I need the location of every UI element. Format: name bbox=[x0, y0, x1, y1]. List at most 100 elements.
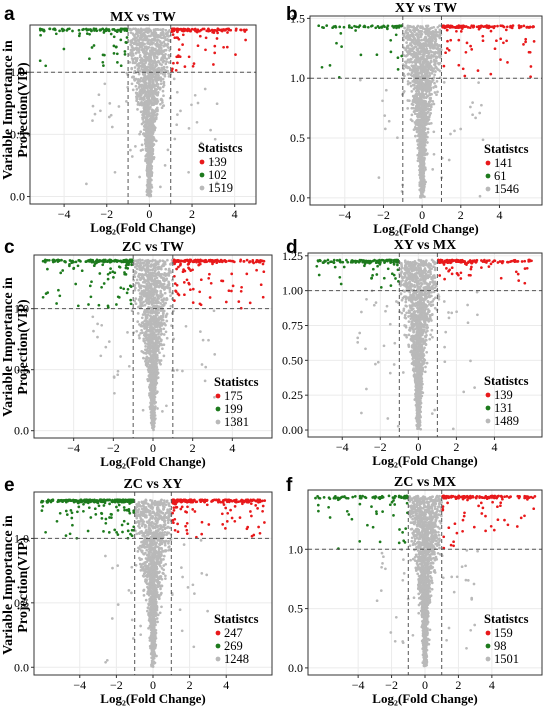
point-ns bbox=[160, 67, 164, 70]
point-up bbox=[493, 47, 497, 51]
point-ns bbox=[167, 56, 171, 60]
point-ns bbox=[162, 40, 166, 44]
point-up bbox=[208, 272, 211, 276]
point-ns bbox=[156, 72, 160, 76]
point-down bbox=[335, 41, 338, 45]
point-ns bbox=[164, 52, 167, 56]
point-down bbox=[112, 44, 116, 48]
point-ns bbox=[108, 102, 112, 105]
point-ns bbox=[418, 144, 422, 148]
point-ns bbox=[199, 330, 202, 333]
point-ns bbox=[167, 280, 170, 284]
point-ns bbox=[165, 65, 169, 69]
legend-marker-up bbox=[485, 160, 491, 166]
point-ns bbox=[147, 187, 150, 191]
point-ns bbox=[135, 329, 139, 333]
point-ns bbox=[434, 57, 438, 60]
point-ns bbox=[181, 369, 184, 373]
point-ns bbox=[160, 332, 164, 336]
point-down bbox=[391, 24, 394, 28]
point-ns bbox=[150, 126, 154, 130]
point-ns bbox=[149, 117, 153, 121]
y-tick-label: 0.0 bbox=[290, 191, 305, 205]
point-ns bbox=[200, 363, 204, 366]
point-ns bbox=[146, 98, 150, 102]
point-up bbox=[495, 39, 498, 43]
point-up bbox=[212, 31, 216, 34]
point-ns bbox=[162, 94, 165, 98]
point-ns bbox=[414, 68, 418, 71]
point-ns bbox=[136, 101, 140, 104]
point-ns bbox=[143, 294, 147, 298]
point-ns bbox=[431, 30, 435, 33]
point-ns bbox=[428, 103, 432, 107]
point-ns bbox=[156, 349, 160, 352]
point-up bbox=[240, 28, 243, 32]
point-ns bbox=[150, 145, 154, 149]
point-ns bbox=[133, 77, 136, 81]
point-ns bbox=[213, 137, 217, 141]
point-ns bbox=[150, 132, 154, 136]
point-ns bbox=[160, 298, 164, 302]
point-ns bbox=[428, 92, 432, 96]
point-ns bbox=[404, 61, 408, 65]
point-ns bbox=[152, 343, 156, 346]
point-ns bbox=[435, 44, 439, 47]
point-ns bbox=[142, 285, 145, 288]
point-ns bbox=[159, 58, 163, 62]
point-down bbox=[389, 38, 393, 42]
point-ns bbox=[155, 391, 159, 395]
point-ns bbox=[139, 130, 143, 134]
point-ns bbox=[159, 338, 163, 342]
point-ns bbox=[166, 286, 169, 290]
point-ns bbox=[422, 126, 426, 130]
point-ns bbox=[138, 29, 142, 33]
point-ns bbox=[162, 104, 166, 107]
point-up bbox=[461, 67, 465, 71]
point-ns bbox=[155, 63, 159, 67]
point-up bbox=[524, 40, 527, 44]
point-ns bbox=[158, 361, 161, 365]
point-ns bbox=[116, 369, 120, 373]
point-ns bbox=[418, 87, 421, 91]
point-up bbox=[212, 63, 215, 66]
x-axis-label: Log₂(Fold Change) bbox=[373, 221, 478, 236]
point-down bbox=[394, 33, 398, 37]
point-ns bbox=[152, 311, 156, 314]
point-ns bbox=[159, 79, 163, 83]
point-ns bbox=[149, 360, 153, 364]
point-ns bbox=[426, 127, 430, 131]
point-ns bbox=[404, 48, 408, 52]
point-ns bbox=[91, 104, 95, 108]
point-ns bbox=[151, 420, 154, 423]
point-ns bbox=[416, 43, 420, 47]
point-ns bbox=[417, 128, 421, 131]
point-ns bbox=[384, 88, 388, 92]
point-ns bbox=[422, 54, 425, 58]
point-ns bbox=[413, 121, 417, 124]
point-up bbox=[529, 65, 533, 68]
point-ns bbox=[129, 148, 132, 152]
point-up bbox=[442, 64, 446, 68]
point-ns bbox=[424, 40, 428, 43]
point-ns bbox=[135, 278, 139, 282]
point-ns bbox=[155, 362, 158, 366]
point-ns bbox=[167, 46, 171, 50]
point-ns bbox=[156, 28, 160, 31]
point-ns bbox=[125, 100, 128, 103]
point-ns bbox=[119, 355, 122, 358]
point-ns bbox=[130, 82, 134, 86]
point-down bbox=[369, 24, 373, 28]
point-ns bbox=[431, 168, 435, 171]
point-ns bbox=[153, 327, 157, 331]
point-ns bbox=[153, 271, 156, 275]
point-ns bbox=[130, 155, 134, 158]
y-tick-label: 0.5 bbox=[290, 131, 305, 145]
x-tick-label: 0 bbox=[146, 207, 152, 221]
point-ns bbox=[428, 71, 431, 75]
point-up bbox=[181, 33, 185, 37]
point-ns bbox=[142, 76, 146, 79]
point-down bbox=[90, 29, 93, 32]
point-ns bbox=[161, 410, 164, 413]
point-ns bbox=[139, 76, 143, 80]
